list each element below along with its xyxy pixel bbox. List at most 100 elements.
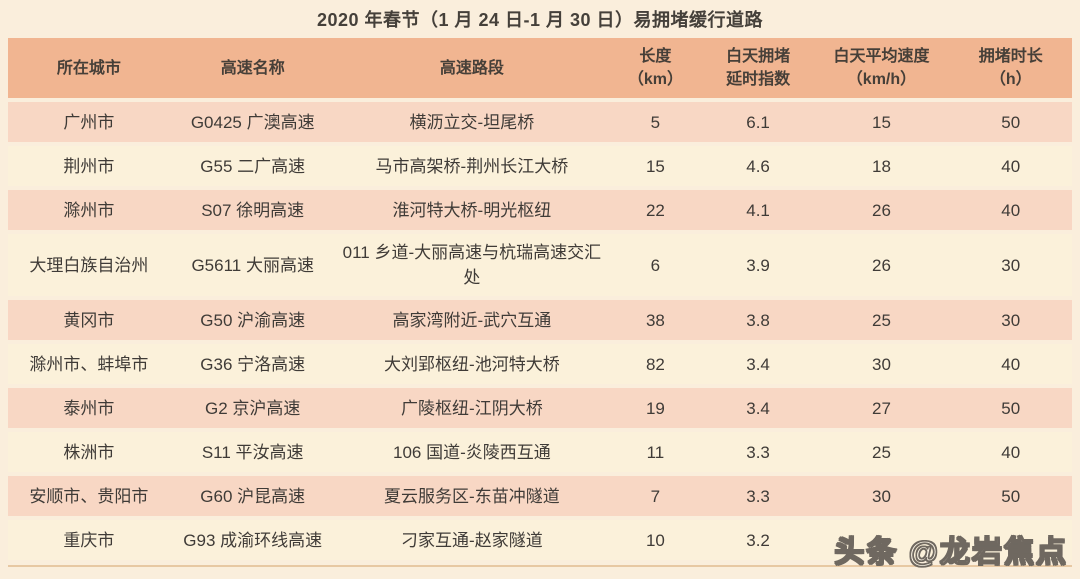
highway-section-cell: 大刘郢枢纽-池河特大桥 — [384, 354, 560, 374]
city-cell: 泰州市 — [63, 398, 115, 418]
duration-cell: 40 — [1001, 442, 1021, 462]
highway-name-cell: G50 沪渝高速 — [200, 310, 306, 330]
duration-cell: 30 — [1001, 255, 1021, 275]
column-header-length-line1: 长度 — [639, 48, 672, 65]
city-cell: 滁州市、蚌埠市 — [29, 354, 149, 374]
duration-cell: 40 — [1001, 354, 1021, 374]
delay-index-cell: 3.9 — [746, 255, 770, 275]
length-cell: 22 — [645, 200, 665, 220]
delay-index-cell: 6.1 — [746, 112, 770, 132]
highway-name-cell: G60 沪昆高速 — [200, 486, 306, 506]
table-row: 重庆市 G93 成渝环线高速 刁家互通-赵家隧道 10 3.2 — [8, 520, 1072, 560]
length-cell: 7 — [650, 486, 661, 506]
page-title: 2020 年春节（1 月 24 日-1 月 30 日）易拥堵缓行道路 — [316, 10, 764, 30]
column-header-highway-name: 高速名称 — [170, 38, 336, 98]
avg-speed-cell: 25 — [872, 310, 891, 330]
table-row: 滁州市 S07 徐明高速 淮河特大桥-明光枢纽 22 4.1 26 40 — [8, 190, 1072, 230]
delay-index-cell: 3.3 — [746, 486, 770, 506]
column-header-highway-section-label: 高速路段 — [439, 59, 504, 77]
delay-index-cell: 3.4 — [746, 398, 770, 418]
column-header-length: 长度 （km） — [608, 38, 703, 98]
duration-cell: 50 — [1001, 486, 1021, 506]
column-header-delay-index: 白天拥堵 延时指数 — [703, 38, 814, 98]
city-cell: 安顺市、贵阳市 — [29, 486, 149, 506]
column-header-avg-speed: 白天平均速度 （km/h） — [813, 38, 949, 98]
city-cell: 株洲市 — [63, 442, 115, 462]
watermark: 头条 @龙岩焦点 — [834, 535, 1068, 569]
city-cell: 广州市 — [63, 112, 115, 132]
avg-speed-cell: 25 — [872, 442, 891, 462]
column-header-delay-index-line2: 延时指数 — [726, 71, 791, 88]
highway-name-cell: G5611 大丽高速 — [191, 255, 314, 275]
column-header-delay-index-line1: 白天拥堵 — [726, 48, 791, 65]
length-cell: 15 — [645, 156, 665, 176]
length-cell: 5 — [650, 112, 661, 132]
highway-section-cell: 011 乡道-大丽高速与杭瑞高速交汇处 — [342, 243, 602, 287]
length-cell: 11 — [646, 442, 665, 462]
duration-cell: 40 — [1001, 200, 1021, 220]
column-header-city-label: 所在城市 — [56, 59, 121, 77]
table-row: 滁州市、蚌埠市 G36 宁洛高速 大刘郢枢纽-池河特大桥 82 3.4 30 40 — [8, 344, 1072, 384]
table-row: 安顺市、贵阳市 G60 沪昆高速 夏云服务区-东苗冲隧道 7 3.3 30 50 — [8, 476, 1072, 516]
column-header-length-line2: （km） — [627, 71, 683, 88]
column-header-avg-speed-line1: 白天平均速度 — [833, 48, 930, 65]
column-header-highway-section: 高速路段 — [336, 38, 608, 98]
highway-name-cell: S07 徐明高速 — [201, 200, 305, 220]
table-row: 株洲市 S11 平汝高速 106 国道-炎陵西互通 11 3.3 25 40 — [8, 432, 1072, 472]
table-header-row: 所在城市 高速名称 高速路段 长度 （km） 白天拥堵 延时指数 白天平均速度 … — [8, 38, 1072, 98]
delay-index-cell: 3.8 — [746, 310, 770, 330]
table-row: 荆州市 G55 二广高速 马市高架桥-荆州长江大桥 15 4.6 18 40 — [8, 146, 1072, 186]
avg-speed-cell: 30 — [872, 354, 891, 374]
table-row: 黄冈市 G50 沪渝高速 高家湾附近-武穴互通 38 3.8 25 30 — [8, 300, 1072, 340]
city-cell: 滁州市 — [63, 200, 115, 220]
delay-index-cell: 4.1 — [746, 200, 770, 220]
delay-index-cell: 3.2 — [746, 530, 770, 550]
delay-index-cell: 3.3 — [746, 442, 770, 462]
length-cell: 6 — [650, 255, 661, 275]
highway-section-cell: 夏云服务区-东苗冲隧道 — [384, 486, 560, 506]
column-header-highway-name-label: 高速名称 — [220, 59, 285, 77]
table-row: 广州市 G0425 广澳高速 横沥立交-坦尾桥 5 6.1 15 50 — [8, 102, 1072, 142]
length-cell: 82 — [645, 354, 665, 374]
city-cell: 黄冈市 — [63, 310, 115, 330]
avg-speed-cell: 26 — [872, 255, 891, 275]
highway-section-cell: 马市高架桥-荆州长江大桥 — [375, 156, 569, 176]
delay-index-cell: 4.6 — [746, 156, 770, 176]
highway-section-cell: 广陵枢纽-江阴大桥 — [401, 398, 543, 418]
city-cell: 重庆市 — [63, 530, 115, 550]
duration-cell: 30 — [1001, 310, 1021, 330]
city-cell: 荆州市 — [63, 156, 115, 176]
length-cell: 38 — [645, 310, 665, 330]
highway-section-cell: 刁家互通-赵家隧道 — [401, 530, 543, 550]
avg-speed-cell: 27 — [872, 398, 891, 418]
length-cell: 19 — [645, 398, 665, 418]
avg-speed-cell: 26 — [872, 200, 891, 220]
avg-speed-cell: 15 — [872, 112, 891, 132]
table-body: 广州市 G0425 广澳高速 横沥立交-坦尾桥 5 6.1 15 50 荆州市 G55 二广高速… — [8, 102, 1072, 560]
highway-section-cell: 淮河特大桥-明光枢纽 — [392, 200, 552, 220]
length-cell: 10 — [645, 530, 665, 550]
avg-speed-cell: 30 — [872, 486, 891, 506]
duration-cell: 50 — [1001, 398, 1021, 418]
highway-name-cell: G0425 广澳高速 — [190, 112, 315, 132]
table-row: 大理白族自治州 G5611 大丽高速 011 乡道-大丽高速与杭瑞高速交汇处 6 3.9… — [8, 234, 1072, 296]
highway-name-cell: G2 京沪高速 — [205, 398, 301, 418]
highway-section-cell: 横沥立交-坦尾桥 — [409, 112, 535, 132]
duration-cell: 50 — [1001, 112, 1021, 132]
duration-cell: 40 — [1001, 156, 1021, 176]
bottom-divider — [8, 565, 1072, 567]
city-cell: 大理白族自治州 — [29, 255, 149, 275]
highway-section-cell: 高家湾附近-武穴互通 — [392, 310, 552, 330]
column-header-duration-line1: 拥堵时长 — [978, 48, 1043, 65]
column-header-city: 所在城市 — [8, 38, 170, 98]
avg-speed-cell: 18 — [872, 156, 891, 176]
congestion-table: 所在城市 高速名称 高速路段 长度 （km） 白天拥堵 延时指数 白天平均速度 … — [8, 38, 1072, 560]
highway-name-cell: G36 宁洛高速 — [200, 354, 306, 374]
column-header-avg-speed-line2: （km/h） — [846, 71, 917, 88]
highway-name-cell: S11 平汝高速 — [201, 442, 304, 462]
highway-section-cell: 106 国道-炎陵西互通 — [393, 442, 551, 462]
table-row: 泰州市 G2 京沪高速 广陵枢纽-江阴大桥 19 3.4 27 50 — [8, 388, 1072, 428]
column-header-duration: 拥堵时长 （h） — [950, 38, 1072, 98]
highway-name-cell: G55 二广高速 — [200, 156, 306, 176]
